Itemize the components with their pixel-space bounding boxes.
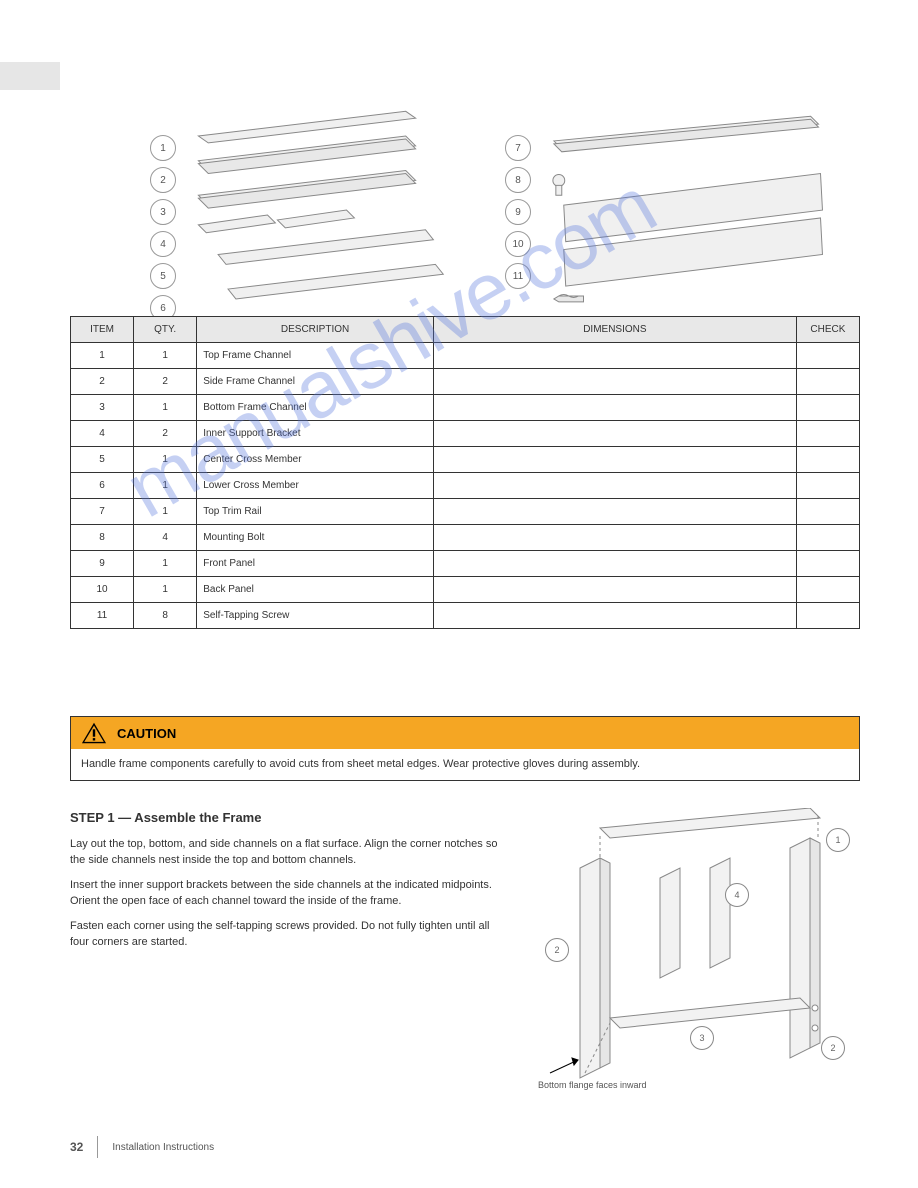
figure-part-circle: 2: [545, 938, 569, 962]
table-header: DIMENSIONS: [433, 317, 796, 343]
warning-triangle-icon: [81, 721, 107, 745]
parts-drawing-left: [70, 105, 465, 325]
caution-body: Handle frame components carefully to avo…: [71, 749, 859, 780]
figure-part-circle: 2: [821, 1036, 845, 1060]
table-header: QTY.: [134, 317, 197, 343]
caution-box: CAUTION Handle frame components carefull…: [70, 716, 860, 781]
table-row: 91Front Panel: [71, 551, 860, 577]
step-paragraph: Insert the inner support brackets betwee…: [70, 877, 500, 910]
step-title: STEP 1 — Assemble the Frame: [70, 808, 500, 828]
table-header: CHECK: [796, 317, 859, 343]
page-edge-tab: [0, 62, 60, 90]
table-row: 42Inner Support Bracket: [71, 421, 860, 447]
table-row: 51Center Cross Member: [71, 447, 860, 473]
table-row: 31Bottom Frame Channel: [71, 395, 860, 421]
table-header-row: ITEM QTY. DESCRIPTION DIMENSIONS CHECK: [71, 317, 860, 343]
caution-header: CAUTION: [71, 717, 859, 749]
table-header: DESCRIPTION: [197, 317, 434, 343]
parts-drawing-right: [465, 105, 860, 325]
page-footer: 32 Installation Instructions: [70, 1136, 860, 1158]
parts-diagram-left: 1 2 3 4 5 6: [70, 95, 465, 315]
figure-part-circle: 3: [690, 1026, 714, 1050]
table-row: 61Lower Cross Member: [71, 473, 860, 499]
table-row: 101Back Panel: [71, 577, 860, 603]
footer-doc-title: Installation Instructions: [112, 1142, 214, 1153]
table-body: 11Top Frame Channel 22Side Frame Channel…: [71, 343, 860, 629]
step-section: STEP 1 — Assemble the Frame Lay out the …: [70, 808, 860, 1111]
figure-part-circle: 4: [725, 883, 749, 907]
table-header: ITEM: [71, 317, 134, 343]
table-row: 11Top Frame Channel: [71, 343, 860, 369]
table-row: 84Mounting Bolt: [71, 525, 860, 551]
step-text-column: STEP 1 — Assemble the Frame Lay out the …: [70, 808, 500, 1111]
page-number: 32: [70, 1140, 83, 1154]
parts-table: ITEM QTY. DESCRIPTION DIMENSIONS CHECK 1…: [70, 316, 860, 629]
caution-label: CAUTION: [117, 726, 176, 741]
table-row: 71Top Trim Rail: [71, 499, 860, 525]
table-row: 22Side Frame Channel: [71, 369, 860, 395]
footer-divider: [97, 1136, 98, 1158]
step-figure: 1 4 2 2 3 Bottom flange faces inward: [530, 808, 860, 1111]
assembly-drawing: [530, 808, 860, 1108]
figure-part-circle: 1: [826, 828, 850, 852]
parts-diagram-right: 7 8 9 10 11: [465, 95, 860, 315]
figure-callout-label: Bottom flange faces inward: [538, 1080, 647, 1090]
table-row: 118Self-Tapping Screw: [71, 603, 860, 629]
step-paragraph: Lay out the top, bottom, and side channe…: [70, 836, 500, 869]
parts-diagram-row: 1 2 3 4 5 6 7 8 9 10: [70, 95, 860, 315]
step-paragraph: Fasten each corner using the self-tappin…: [70, 918, 500, 951]
